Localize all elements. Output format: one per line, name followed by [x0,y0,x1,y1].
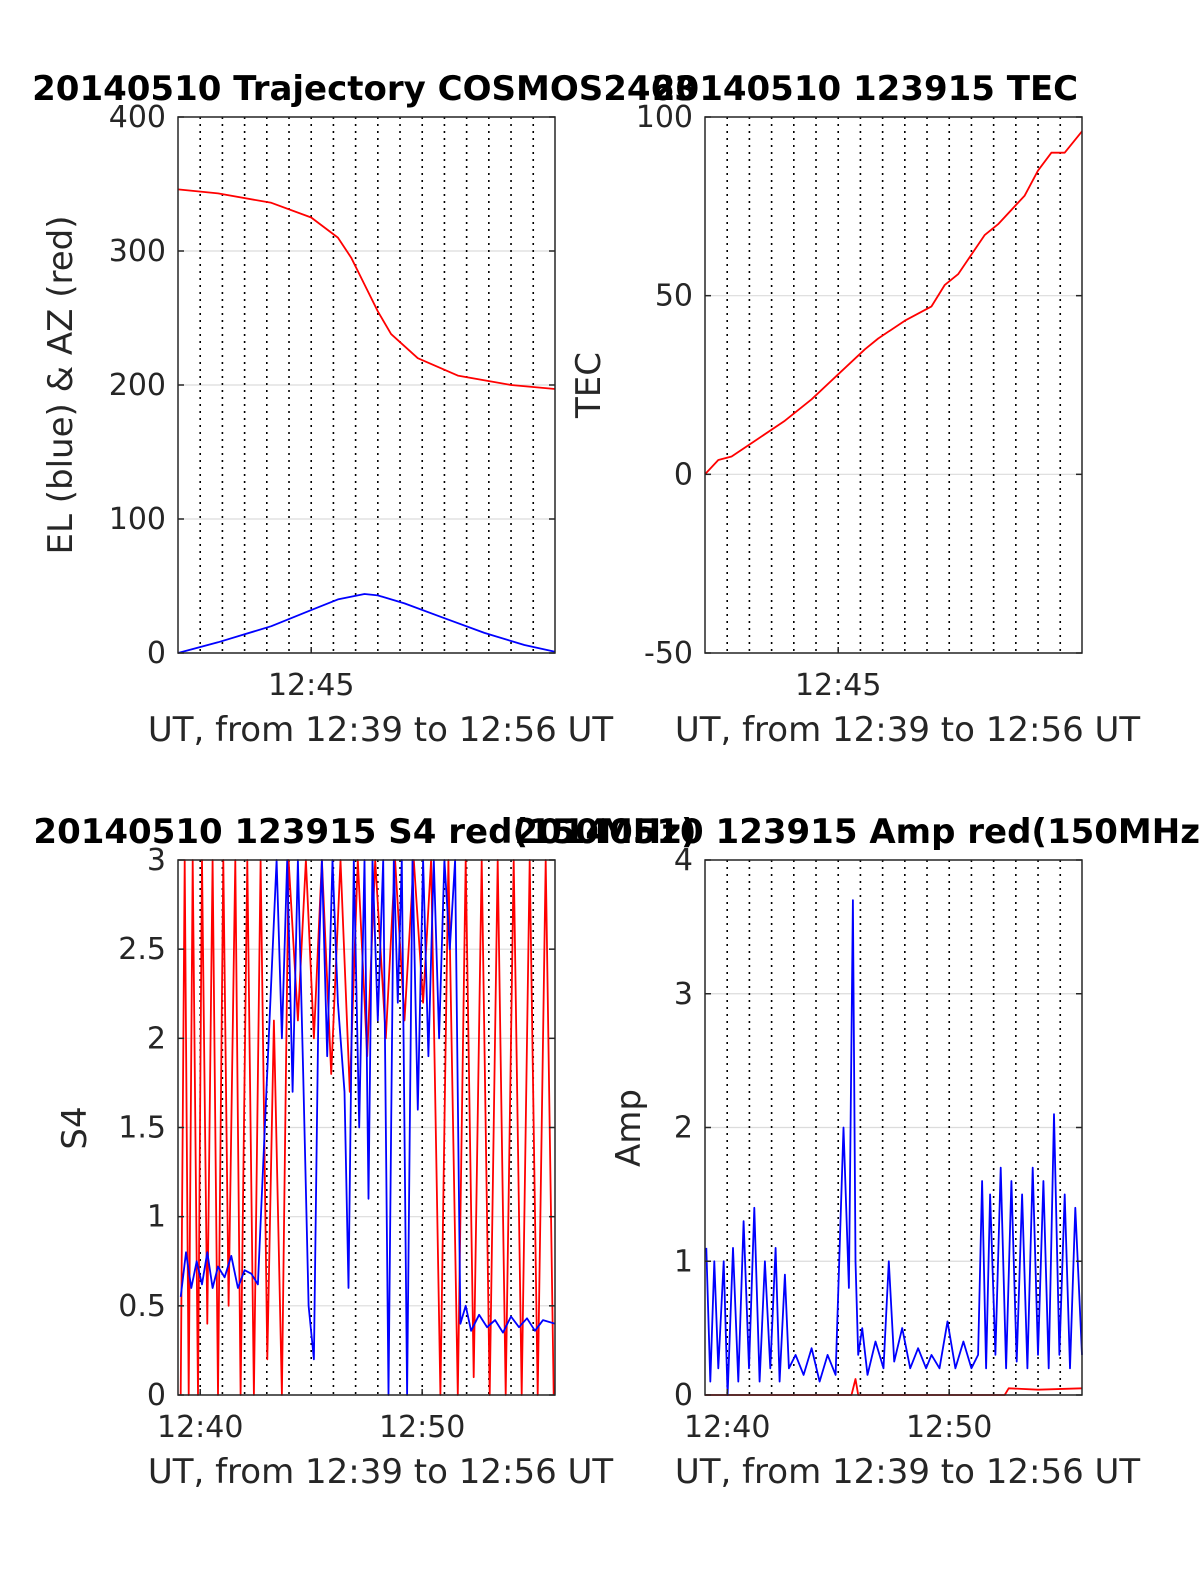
y-tick-label: 4 [674,843,693,878]
chart-title-amp: 20140510 123915 Amp red(150MHz) [514,812,1200,852]
series-line-0 [704,130,1083,475]
chart-title-s4: 20140510 123915 S4 red(150MHz) [33,812,696,852]
x-tick-label: 12:50 [906,1410,992,1445]
y-tick-label: 0 [674,457,693,492]
y-tick-label: 100 [636,100,693,135]
chart-s4: 0 0.5 1 1.5 2 2.5 3 12:40 12:50 UT, from 12:39 to… [55,843,613,1492]
y-tick-label: 200 [109,368,166,403]
y-tick-label: 2 [147,1021,166,1056]
axes-frame [704,116,1083,654]
x-tick-label: 12:50 [379,1410,465,1445]
y-tick-label: 1 [147,1200,166,1235]
y-tick-label: -50 [644,636,693,671]
y-tick-label: 0 [674,1378,693,1413]
chart-title-tec: 20140510 123915 TEC [652,69,1078,109]
y-tick-label: 0 [147,636,166,671]
y-axis-label: EL (blue) & AZ (red) [41,215,81,554]
y-tick-label: 50 [655,279,693,314]
x-tick-label: 12:40 [684,1410,770,1445]
y-tick-label: 3 [147,843,166,878]
series-line-0 [177,188,556,390]
x-tick-label: 12:45 [268,668,354,703]
y-axis-label: Amp [609,1089,649,1167]
y-tick-label: 1.5 [118,1111,166,1146]
x-axis-label: UT, from 12:39 to 12:56 UT [675,1452,1141,1492]
chart-tec: -50 0 50 100 12:45 UT, from 12:39 to 12:56 UT… [569,100,1140,750]
y-tick-label: 0 [147,1378,166,1413]
y-axis-label: TEC [569,352,609,419]
y-tick-label: 300 [109,234,166,269]
y-tick-label: 400 [109,100,166,135]
plot-area [705,117,1082,653]
y-tick-label: 100 [109,502,166,537]
y-tick-label: 3 [674,977,693,1012]
y-tick-label: 2 [674,1111,693,1146]
y-tick-label: 2.5 [118,932,166,967]
series-line-1 [705,899,1083,1396]
y-tick-label: 0.5 [118,1289,166,1324]
x-axis-label: UT, from 12:39 to 12:56 UT [148,1452,614,1492]
y-axis-label: S4 [55,1106,95,1149]
series-line-1 [177,593,556,654]
x-axis-label: UT, from 12:39 to 12:56 UT [148,710,614,750]
chart-amp: 0 1 2 3 4 12:40 12:50 UT, from 12:39 to 12:56 U… [609,843,1140,1492]
x-tick-label: 12:40 [157,1410,243,1445]
y-tick-label: 1 [674,1244,693,1279]
chart-traj: 0 100 200 300 400 12:45 UT, from 12:39 to 12:5… [41,100,613,750]
x-axis-label: UT, from 12:39 to 12:56 UT [675,710,1141,750]
chart-title-traj: 20140510 Trajectory COSMOS2463 [32,69,698,109]
x-tick-label: 12:45 [795,668,881,703]
